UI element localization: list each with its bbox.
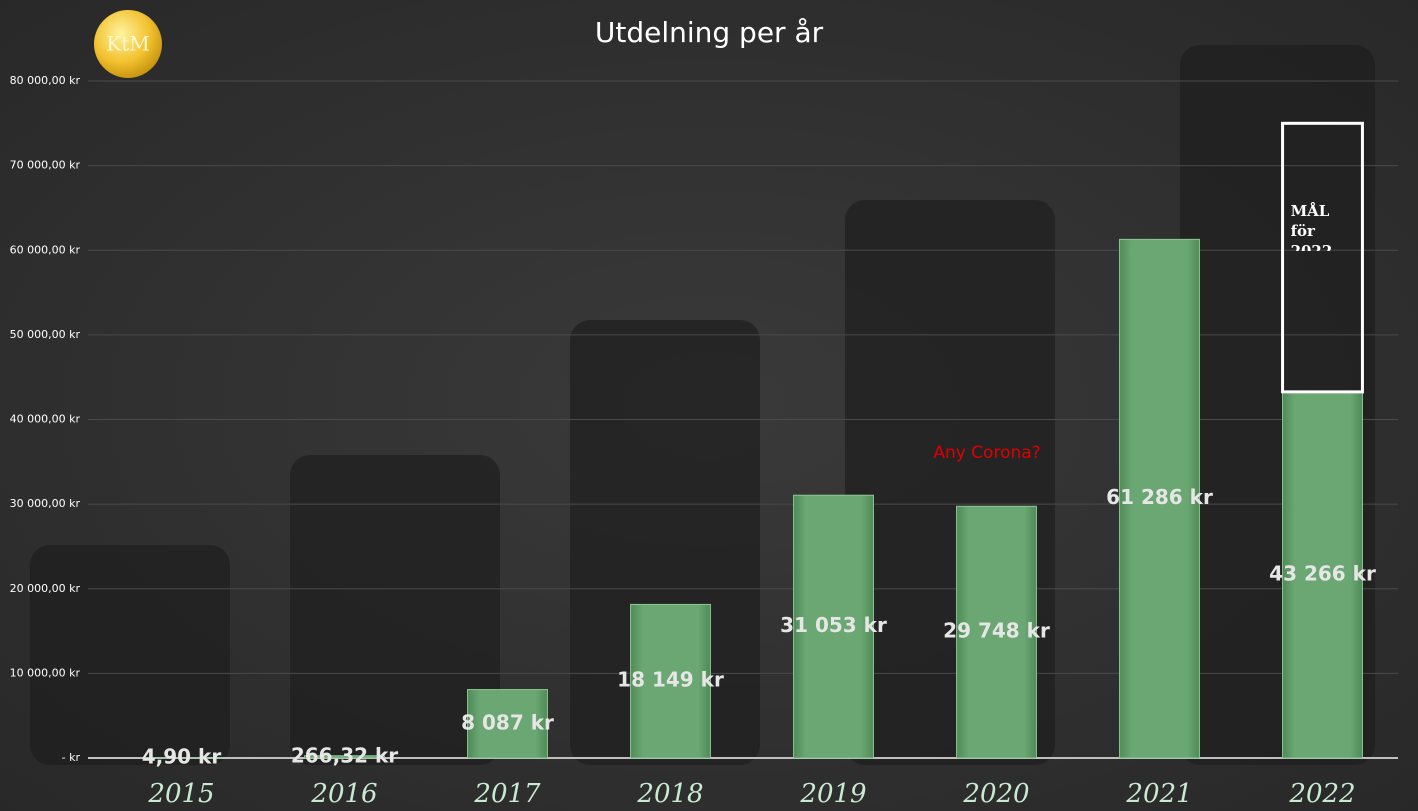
x-tick-label: 2018 bbox=[636, 779, 703, 809]
logo-text: KtM bbox=[106, 32, 149, 56]
y-tick-label: 80 000,00 kr bbox=[10, 74, 81, 87]
x-tick-label: 2022 bbox=[1288, 779, 1355, 809]
bar bbox=[304, 755, 385, 759]
x-tick-label: 2017 bbox=[473, 779, 541, 809]
y-tick-label: 10 000,00 kr bbox=[10, 666, 81, 679]
y-tick-label: 40 000,00 kr bbox=[10, 413, 81, 426]
target-box bbox=[1281, 121, 1364, 394]
value-label: 29 748 kr bbox=[943, 619, 1050, 643]
value-label: 61 286 kr bbox=[1106, 485, 1213, 509]
bar bbox=[793, 494, 874, 759]
value-label: 8 087 kr bbox=[461, 710, 554, 734]
value-label: 4,90 kr bbox=[142, 744, 222, 768]
bar bbox=[467, 689, 548, 759]
y-tick-label: 70 000,00 kr bbox=[10, 159, 81, 172]
y-tick-label: 60 000,00 kr bbox=[10, 243, 81, 256]
value-label: 266,32 kr bbox=[291, 743, 398, 767]
chart-title: Utdelning per år bbox=[595, 16, 824, 49]
value-label: 43 266 kr bbox=[1269, 561, 1376, 585]
bar bbox=[956, 505, 1037, 759]
target-label-box: MÅL för 2022 bbox=[1290, 202, 1333, 252]
x-tick-label: 2021 bbox=[1125, 779, 1192, 809]
y-tick-label: 30 000,00 kr bbox=[10, 497, 81, 510]
target-label: MÅL för 2022 bbox=[1290, 202, 1333, 252]
y-tick-label: - kr bbox=[62, 751, 81, 764]
value-label: 18 149 kr bbox=[617, 668, 724, 692]
x-tick-label: 2015 bbox=[147, 779, 214, 809]
bar bbox=[1119, 238, 1200, 759]
x-tick-label: 2020 bbox=[962, 779, 1029, 809]
y-tick-label: 50 000,00 kr bbox=[10, 328, 81, 341]
logo bbox=[94, 10, 162, 78]
x-tick-label: 2019 bbox=[799, 779, 866, 809]
y-tick-label: 20 000,00 kr bbox=[10, 582, 81, 595]
value-label: 31 053 kr bbox=[780, 613, 887, 637]
bar bbox=[630, 603, 711, 759]
bar bbox=[1282, 391, 1363, 759]
x-tick-label: 2016 bbox=[310, 779, 377, 809]
annotation: Any Corona? bbox=[933, 443, 1040, 463]
